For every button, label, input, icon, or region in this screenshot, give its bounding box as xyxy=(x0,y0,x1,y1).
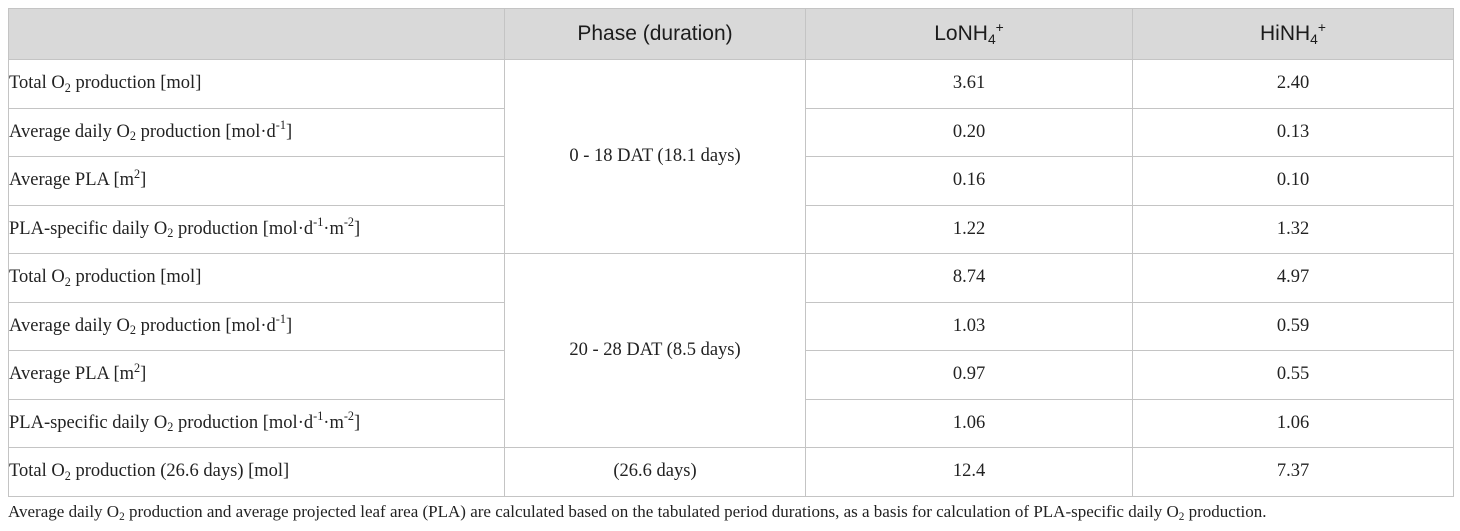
total-phase: (26.6 days) xyxy=(504,447,806,497)
hi-value: 4.97 xyxy=(1132,253,1454,303)
table-row: Average daily O2 production [mol·d-1] 1.… xyxy=(8,301,1454,351)
row-label: Total O2 production [mol] xyxy=(8,253,505,303)
lo-value: 3.61 xyxy=(805,59,1133,109)
table-row: Average daily O2 production [mol·d-1] 0.… xyxy=(8,107,1454,157)
lo-value: 0.20 xyxy=(805,107,1133,157)
hi-value: 0.13 xyxy=(1132,107,1454,157)
lo-value: 1.03 xyxy=(805,301,1133,351)
total-hi-value: 7.37 xyxy=(1132,447,1454,497)
header-lonh4: LoNH4+ xyxy=(805,8,1133,60)
header-row: Phase (duration) LoNH4+ HiNH4+ xyxy=(8,8,1454,60)
results-table: Phase (duration) LoNH4+ HiNH4+ Total O2 … xyxy=(8,8,1454,497)
hi-value: 1.32 xyxy=(1132,204,1454,254)
table-row: Total O2 production [mol] 20 - 28 DAT (8… xyxy=(8,253,1454,448)
table-row: PLA-specific daily O2 production [mol·d-… xyxy=(8,204,1454,254)
lo-value: 0.16 xyxy=(805,156,1133,206)
table-caption: Average daily O2 production and average … xyxy=(8,502,1267,524)
row-label: Average daily O2 production [mol·d-1] xyxy=(8,301,505,351)
total-row: Total O2 production (26.6 days) [mol] (2… xyxy=(8,447,1454,497)
header-phase: Phase (duration) xyxy=(504,8,806,60)
row-label: Average PLA [m2] xyxy=(8,350,505,400)
hi-value: 2.40 xyxy=(1132,59,1454,109)
hi-value: 0.59 xyxy=(1132,301,1454,351)
hi-value: 0.55 xyxy=(1132,350,1454,400)
header-hinh4: HiNH4+ xyxy=(1132,8,1454,60)
hi-value: 1.06 xyxy=(1132,398,1454,448)
row-label: Total O2 production [mol] xyxy=(8,59,505,109)
row-label: PLA-specific daily O2 production [mol·d-… xyxy=(8,398,505,448)
hi-value: 0.10 xyxy=(1132,156,1454,206)
lo-value: 1.22 xyxy=(805,204,1133,254)
header-parameter xyxy=(8,8,505,60)
total-label: Total O2 production (26.6 days) [mol] xyxy=(8,447,505,497)
row-label: PLA-specific daily O2 production [mol·d-… xyxy=(8,204,505,254)
table-row: PLA-specific daily O2 production [mol·d-… xyxy=(8,398,1454,448)
lo-value: 8.74 xyxy=(805,253,1133,303)
table-row: Total O2 production [mol] 0 - 18 DAT (18… xyxy=(8,59,1454,254)
row-label: Average PLA [m2] xyxy=(8,156,505,206)
phase-cell: 20 - 28 DAT (8.5 days) xyxy=(504,253,806,448)
row-label: Average daily O2 production [mol·d-1] xyxy=(8,107,505,157)
total-lo-value: 12.4 xyxy=(805,447,1133,497)
table-row: Average PLA [m2] 0.16 0.10 xyxy=(8,156,1454,206)
phase-cell: 0 - 18 DAT (18.1 days) xyxy=(504,59,806,254)
lo-value: 0.97 xyxy=(805,350,1133,400)
table-body: Total O2 production [mol] 0 - 18 DAT (18… xyxy=(8,59,1454,497)
lo-value: 1.06 xyxy=(805,398,1133,448)
